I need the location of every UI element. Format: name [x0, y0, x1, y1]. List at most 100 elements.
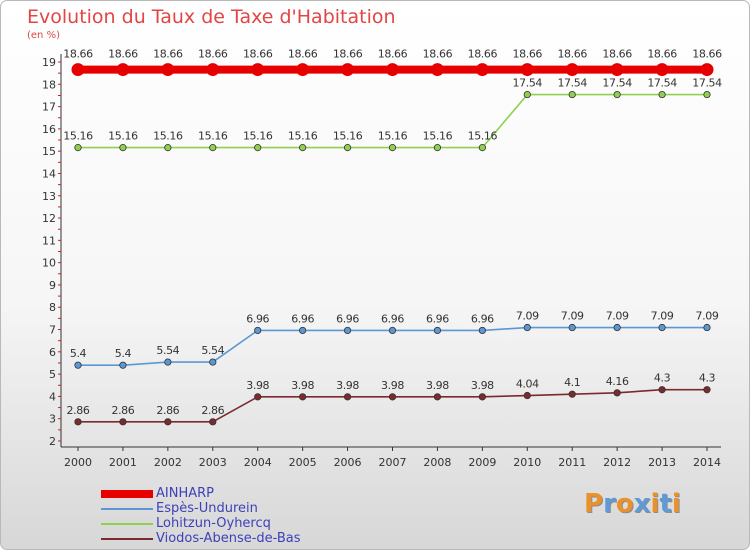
data-point — [299, 144, 307, 152]
data-label: 18.66 — [692, 48, 722, 61]
data-label: 7.09 — [651, 310, 674, 323]
data-point — [703, 386, 711, 394]
data-label: 7.09 — [606, 310, 629, 323]
data-label: 4.3 — [699, 372, 716, 385]
data-label: 18.66 — [288, 48, 318, 61]
y-tick-label: 15 — [42, 145, 56, 158]
x-tick-label: 2005 — [289, 456, 317, 469]
x-tick-label: 2004 — [244, 456, 272, 469]
data-label: 4.3 — [654, 372, 671, 385]
data-point — [119, 361, 127, 369]
y-tick-label: 19 — [42, 56, 56, 69]
data-label: 15.16 — [333, 130, 363, 143]
data-label: 18.66 — [647, 48, 677, 61]
data-point — [613, 389, 621, 397]
x-tick-label: 2007 — [379, 456, 407, 469]
y-tick-label: 2 — [49, 435, 56, 448]
data-point — [523, 323, 531, 332]
data-label: 18.66 — [333, 48, 363, 61]
data-point — [658, 386, 666, 394]
brand-logo: Proxiti — [584, 489, 681, 519]
data-point — [523, 391, 531, 400]
data-label: 18.66 — [243, 48, 273, 61]
data-label: 5.54 — [201, 344, 224, 357]
data-point — [478, 326, 486, 335]
x-tick-label: 2003 — [199, 456, 227, 469]
brand-letter: o — [615, 489, 634, 519]
y-tick-label: 8 — [49, 301, 56, 314]
data-label: 18.66 — [557, 48, 587, 61]
data-label: 2.86 — [67, 404, 90, 417]
chart-unit: (en %) — [27, 30, 60, 41]
data-point — [164, 418, 172, 426]
y-tick-label: 3 — [49, 413, 56, 426]
data-label: 17.54 — [513, 77, 543, 90]
data-point — [251, 63, 265, 77]
data-point — [388, 393, 397, 401]
data-label: 18.66 — [378, 48, 408, 61]
data-label: 3.98 — [246, 379, 269, 392]
chart-title: Evolution du Taux de Taxe d'Habitation — [27, 6, 396, 28]
data-point — [658, 323, 666, 332]
y-tick-label: 17 — [42, 101, 56, 114]
data-label: 3.98 — [336, 379, 359, 392]
x-tick-label: 2000 — [64, 456, 92, 469]
y-tick-label: 14 — [42, 167, 56, 180]
data-point — [343, 393, 352, 401]
data-point — [254, 144, 262, 152]
data-label: 6.96 — [426, 312, 449, 325]
data-label: 6.96 — [246, 312, 269, 325]
data-label: 18.66 — [602, 48, 632, 61]
data-point — [475, 63, 489, 77]
data-point — [613, 90, 621, 99]
data-label: 15.16 — [243, 130, 273, 143]
data-point — [613, 323, 621, 332]
data-label: 17.54 — [557, 77, 587, 90]
data-point — [700, 63, 714, 77]
data-point — [703, 90, 711, 99]
data-label: 15.16 — [378, 130, 408, 143]
data-label: 7.09 — [696, 310, 719, 323]
legend-label: Viodos-Abense-de-Bas — [156, 531, 301, 546]
data-point — [74, 418, 82, 426]
data-point — [164, 144, 172, 152]
data-point — [209, 144, 217, 152]
brand-letter: i — [650, 489, 660, 519]
data-label: 5.4 — [115, 347, 132, 360]
data-point — [388, 144, 397, 152]
data-point — [74, 361, 82, 369]
data-label: 15.16 — [198, 130, 228, 143]
x-tick-label: 2008 — [423, 456, 451, 469]
y-tick-label: 10 — [42, 257, 56, 270]
data-label: 3.98 — [381, 379, 404, 392]
x-tick-label: 2013 — [648, 456, 676, 469]
data-point — [520, 63, 534, 77]
data-label: 6.96 — [336, 312, 359, 325]
x-tick-label: 2001 — [109, 456, 137, 469]
data-point — [658, 90, 666, 99]
data-point — [703, 323, 711, 332]
data-point — [386, 63, 399, 77]
data-point — [299, 393, 307, 401]
y-tick-label: 12 — [42, 212, 56, 225]
data-label: 6.96 — [291, 312, 314, 325]
data-point — [71, 63, 85, 77]
data-label: 17.54 — [602, 77, 632, 90]
y-tick-label: 16 — [42, 123, 56, 136]
data-point — [206, 63, 220, 77]
data-point — [119, 144, 127, 152]
data-point — [343, 326, 352, 335]
data-point — [254, 326, 262, 335]
data-point — [209, 358, 217, 366]
x-tick-label: 2009 — [468, 456, 496, 469]
data-point — [433, 144, 442, 152]
data-point — [299, 326, 307, 335]
data-label: 18.66 — [198, 48, 228, 61]
data-point — [433, 393, 442, 401]
data-label: 15.16 — [423, 130, 453, 143]
data-point — [164, 358, 172, 366]
data-point — [433, 326, 442, 335]
data-label: 15.16 — [288, 130, 318, 143]
